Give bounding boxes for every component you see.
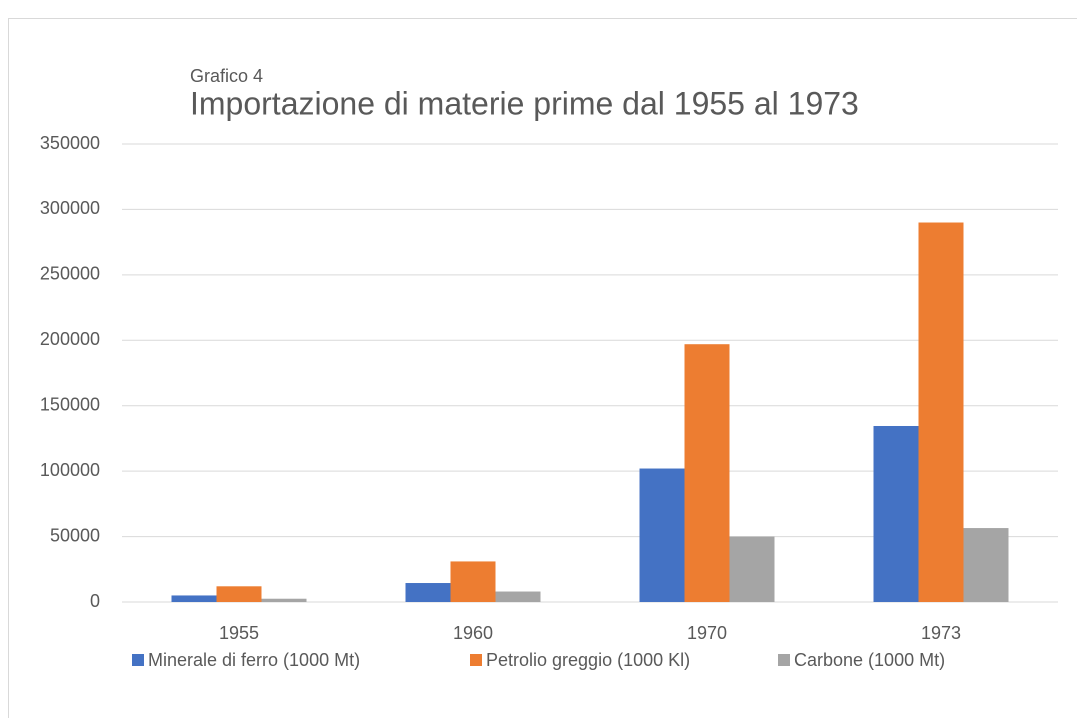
chart-title: Importazione di materie prime dal 1955 a… <box>190 85 859 121</box>
y-tick-label: 0 <box>90 591 100 611</box>
y-tick-label: 150000 <box>40 394 100 414</box>
bar <box>216 586 262 602</box>
x-tick-label: 1960 <box>453 623 493 643</box>
bar <box>963 528 1009 602</box>
y-tick-label: 300000 <box>40 198 100 218</box>
bar <box>729 536 775 602</box>
bar <box>684 344 730 602</box>
x-tick-label: 1970 <box>687 623 727 643</box>
legend-label: Minerale di ferro (1000 Mt) <box>148 650 360 670</box>
y-tick-label: 50000 <box>50 525 100 545</box>
x-tick-label: 1973 <box>921 623 961 643</box>
bar <box>495 591 541 602</box>
bar <box>405 583 451 602</box>
bar <box>639 468 685 602</box>
bar <box>918 222 964 602</box>
y-tick-label: 200000 <box>40 329 100 349</box>
y-tick-label: 250000 <box>40 264 100 284</box>
bar <box>873 425 919 602</box>
chart-frame <box>8 18 1077 718</box>
legend-swatch <box>470 654 482 666</box>
bar <box>171 595 217 602</box>
legend-swatch <box>778 654 790 666</box>
x-tick-label: 1955 <box>219 623 259 643</box>
legend-label: Carbone (1000 Mt) <box>794 650 945 670</box>
y-tick-label: 350000 <box>40 133 100 153</box>
legend-swatch <box>132 654 144 666</box>
chart-subtitle: Grafico 4 <box>190 66 263 86</box>
legend-label: Petrolio greggio (1000 Kl) <box>486 650 690 670</box>
bar <box>261 598 307 602</box>
bar <box>450 561 496 602</box>
y-tick-label: 100000 <box>40 460 100 480</box>
